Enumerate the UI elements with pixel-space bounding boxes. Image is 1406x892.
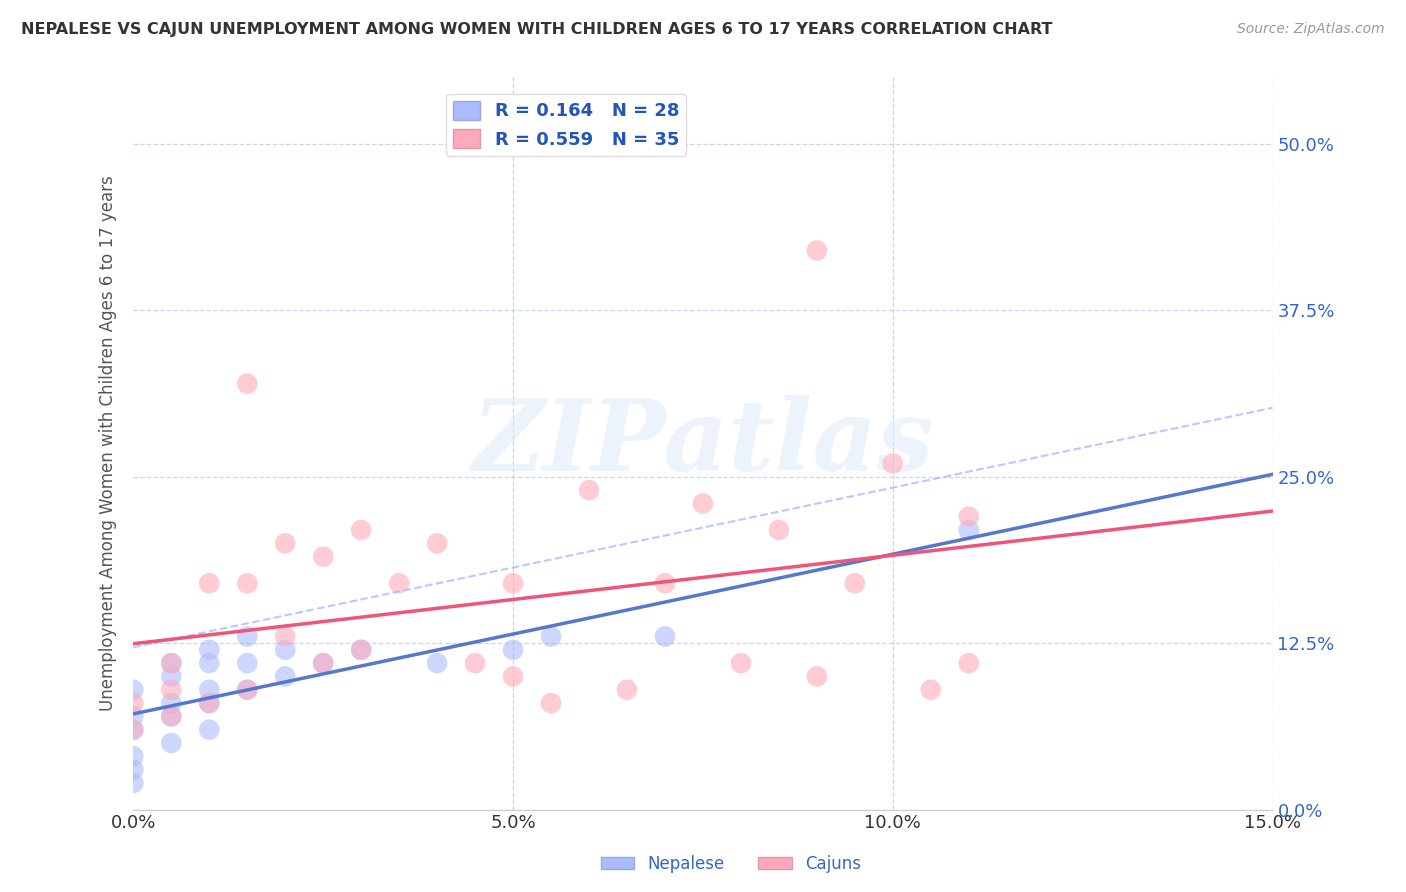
Point: [957, 523, 980, 537]
Text: Source: ZipAtlas.com: Source: ZipAtlas.com: [1237, 22, 1385, 37]
Point: [957, 656, 980, 670]
Point: [312, 656, 335, 670]
Point: [236, 630, 259, 644]
Point: [578, 483, 600, 497]
Point: [198, 656, 221, 670]
Point: [692, 496, 714, 510]
Point: [198, 723, 221, 737]
Point: [312, 549, 335, 564]
Point: [274, 669, 297, 683]
Point: [274, 642, 297, 657]
Point: [160, 656, 183, 670]
Point: [236, 682, 259, 697]
Point: [920, 682, 942, 697]
Point: [312, 656, 335, 670]
Point: [388, 576, 411, 591]
Point: [198, 576, 221, 591]
Point: [274, 630, 297, 644]
Point: [198, 642, 221, 657]
Point: [730, 656, 752, 670]
Text: ZIPatlas: ZIPatlas: [472, 395, 934, 491]
Point: [122, 763, 145, 777]
Point: [198, 682, 221, 697]
Point: [160, 709, 183, 723]
Point: [806, 244, 828, 258]
Legend: R = 0.164   N = 28, R = 0.559   N = 35: R = 0.164 N = 28, R = 0.559 N = 35: [446, 94, 686, 156]
Point: [426, 656, 449, 670]
Point: [122, 776, 145, 790]
Point: [350, 523, 373, 537]
Point: [160, 682, 183, 697]
Point: [350, 642, 373, 657]
Text: NEPALESE VS CAJUN UNEMPLOYMENT AMONG WOMEN WITH CHILDREN AGES 6 TO 17 YEARS CORR: NEPALESE VS CAJUN UNEMPLOYMENT AMONG WOM…: [21, 22, 1053, 37]
Point: [882, 457, 904, 471]
Legend: Nepalese, Cajuns: Nepalese, Cajuns: [595, 848, 868, 880]
Point: [236, 376, 259, 391]
Point: [350, 642, 373, 657]
Point: [122, 696, 145, 710]
Point: [160, 709, 183, 723]
Point: [236, 682, 259, 697]
Point: [160, 736, 183, 750]
Point: [160, 656, 183, 670]
Point: [502, 642, 524, 657]
Point: [122, 749, 145, 764]
Point: [502, 576, 524, 591]
Point: [957, 509, 980, 524]
Point: [122, 709, 145, 723]
Point: [464, 656, 486, 670]
Point: [502, 669, 524, 683]
Point: [654, 630, 676, 644]
Point: [654, 576, 676, 591]
Point: [274, 536, 297, 550]
Point: [160, 669, 183, 683]
Point: [160, 696, 183, 710]
Point: [122, 723, 145, 737]
Point: [236, 576, 259, 591]
Point: [806, 669, 828, 683]
Point: [122, 723, 145, 737]
Y-axis label: Unemployment Among Women with Children Ages 6 to 17 years: Unemployment Among Women with Children A…: [100, 176, 117, 711]
Point: [768, 523, 790, 537]
Point: [198, 696, 221, 710]
Point: [844, 576, 866, 591]
Point: [122, 682, 145, 697]
Point: [616, 682, 638, 697]
Point: [198, 696, 221, 710]
Point: [540, 696, 562, 710]
Point: [540, 630, 562, 644]
Point: [426, 536, 449, 550]
Point: [236, 656, 259, 670]
